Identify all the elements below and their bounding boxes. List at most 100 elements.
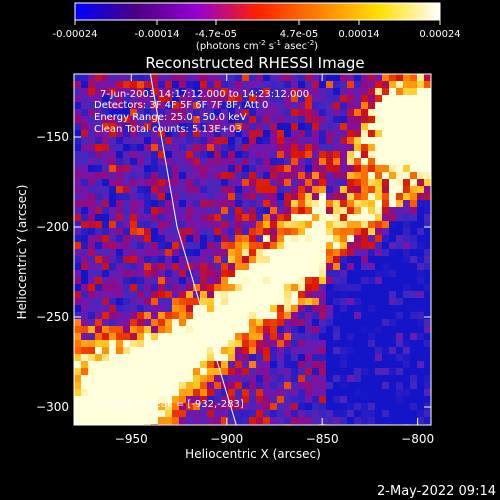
heatmap-cell bbox=[137, 81, 145, 89]
heatmap-cell bbox=[193, 130, 201, 138]
heatmap-cell bbox=[291, 116, 299, 124]
heatmap-cell bbox=[144, 333, 152, 341]
heatmap-cell bbox=[368, 403, 376, 411]
heatmap-cell bbox=[221, 81, 229, 89]
heatmap-cell bbox=[354, 74, 362, 82]
heatmap-cell bbox=[298, 179, 306, 187]
heatmap-cell bbox=[81, 277, 89, 285]
heatmap-cell bbox=[424, 151, 431, 159]
heatmap-cell bbox=[179, 319, 187, 327]
heatmap-cell bbox=[375, 270, 383, 278]
heatmap-cell bbox=[319, 116, 327, 124]
heatmap-cell bbox=[228, 123, 236, 131]
heatmap-cell bbox=[221, 263, 229, 271]
heatmap-cell bbox=[158, 312, 166, 320]
heatmap-cell bbox=[228, 277, 236, 285]
heatmap-cell bbox=[333, 165, 341, 173]
heatmap-cell bbox=[312, 375, 320, 383]
heatmap-cell bbox=[389, 207, 397, 215]
heatmap-cell bbox=[424, 228, 431, 236]
heatmap-cell bbox=[417, 417, 425, 425]
heatmap-cell bbox=[102, 179, 110, 187]
heatmap-cell bbox=[277, 207, 285, 215]
heatmap-cell bbox=[116, 361, 124, 369]
heatmap-cell bbox=[354, 396, 362, 404]
heatmap-cell bbox=[242, 137, 250, 145]
heatmap-cell bbox=[249, 186, 257, 194]
heatmap-cell bbox=[158, 214, 166, 222]
heatmap-cell bbox=[354, 354, 362, 362]
heatmap-cell bbox=[312, 319, 320, 327]
heatmap-cell bbox=[263, 312, 271, 320]
heatmap-cell bbox=[347, 312, 355, 320]
heatmap-cell bbox=[305, 410, 313, 418]
heatmap-cell bbox=[165, 88, 173, 96]
heatmap-cell bbox=[207, 417, 215, 425]
heatmap-cell bbox=[375, 382, 383, 390]
heatmap-cell bbox=[347, 95, 355, 103]
heatmap-cell bbox=[291, 410, 299, 418]
heatmap-cell bbox=[396, 207, 404, 215]
heatmap-cell bbox=[340, 144, 348, 152]
heatmap-cell bbox=[361, 200, 369, 208]
heatmap-cell bbox=[305, 305, 313, 313]
heatmap-cell bbox=[256, 284, 264, 292]
heatmap-cell bbox=[361, 284, 369, 292]
heatmap-cell bbox=[298, 116, 306, 124]
heatmap-cell bbox=[207, 263, 215, 271]
heatmap-cell bbox=[396, 235, 404, 243]
heatmap-cell bbox=[382, 361, 390, 369]
heatmap-cell bbox=[88, 263, 96, 271]
heatmap-cell bbox=[172, 158, 180, 166]
heatmap-cell bbox=[158, 165, 166, 173]
heatmap-cell bbox=[102, 144, 110, 152]
heatmap-cell bbox=[242, 95, 250, 103]
heatmap-cell bbox=[354, 179, 362, 187]
heatmap-cell bbox=[312, 207, 320, 215]
heatmap-cell bbox=[284, 179, 292, 187]
heatmap-cell bbox=[403, 235, 411, 243]
heatmap-cell bbox=[179, 102, 187, 110]
heatmap-cell bbox=[228, 221, 236, 229]
heatmap-cell bbox=[298, 123, 306, 131]
heatmap-cell bbox=[158, 326, 166, 334]
heatmap-cell bbox=[95, 130, 103, 138]
heatmap-cell bbox=[228, 179, 236, 187]
heatmap-cell bbox=[172, 249, 180, 257]
heatmap-cell bbox=[333, 326, 341, 334]
heatmap-cell bbox=[375, 207, 383, 215]
heatmap-cell bbox=[263, 207, 271, 215]
heatmap-cell bbox=[256, 354, 264, 362]
chart-title: Reconstructed RHESSI Image bbox=[145, 54, 364, 72]
heatmap-cell bbox=[368, 417, 376, 425]
heatmap-cell bbox=[298, 102, 306, 110]
heatmap-cell bbox=[165, 361, 173, 369]
heatmap-cell bbox=[375, 417, 383, 425]
heatmap-cell bbox=[214, 207, 222, 215]
heatmap-cell bbox=[137, 375, 145, 383]
heatmap-cell bbox=[249, 109, 257, 117]
heatmap-cell bbox=[312, 81, 320, 89]
heatmap-cell bbox=[179, 417, 187, 425]
heatmap-cell bbox=[270, 137, 278, 145]
heatmap-cell bbox=[179, 228, 187, 236]
heatmap-cell bbox=[417, 116, 425, 124]
heatmap-cell bbox=[361, 249, 369, 257]
heatmap-cell bbox=[291, 88, 299, 96]
heatmap-cell bbox=[410, 417, 418, 425]
heatmap-cell bbox=[403, 109, 411, 117]
heatmap-cell bbox=[284, 361, 292, 369]
heatmap-cell bbox=[263, 151, 271, 159]
heatmap-cell bbox=[214, 137, 222, 145]
heatmap-cell bbox=[312, 172, 320, 180]
heatmap-cell bbox=[158, 403, 166, 411]
heatmap-cell bbox=[102, 116, 110, 124]
heatmap-cell bbox=[326, 284, 334, 292]
heatmap-cell bbox=[130, 193, 138, 201]
heatmap-cell bbox=[165, 214, 173, 222]
heatmap-cell bbox=[116, 340, 124, 348]
heatmap-cell bbox=[277, 326, 285, 334]
heatmap-cell bbox=[298, 305, 306, 313]
heatmap-cell bbox=[221, 207, 229, 215]
heatmap-cell bbox=[151, 354, 159, 362]
